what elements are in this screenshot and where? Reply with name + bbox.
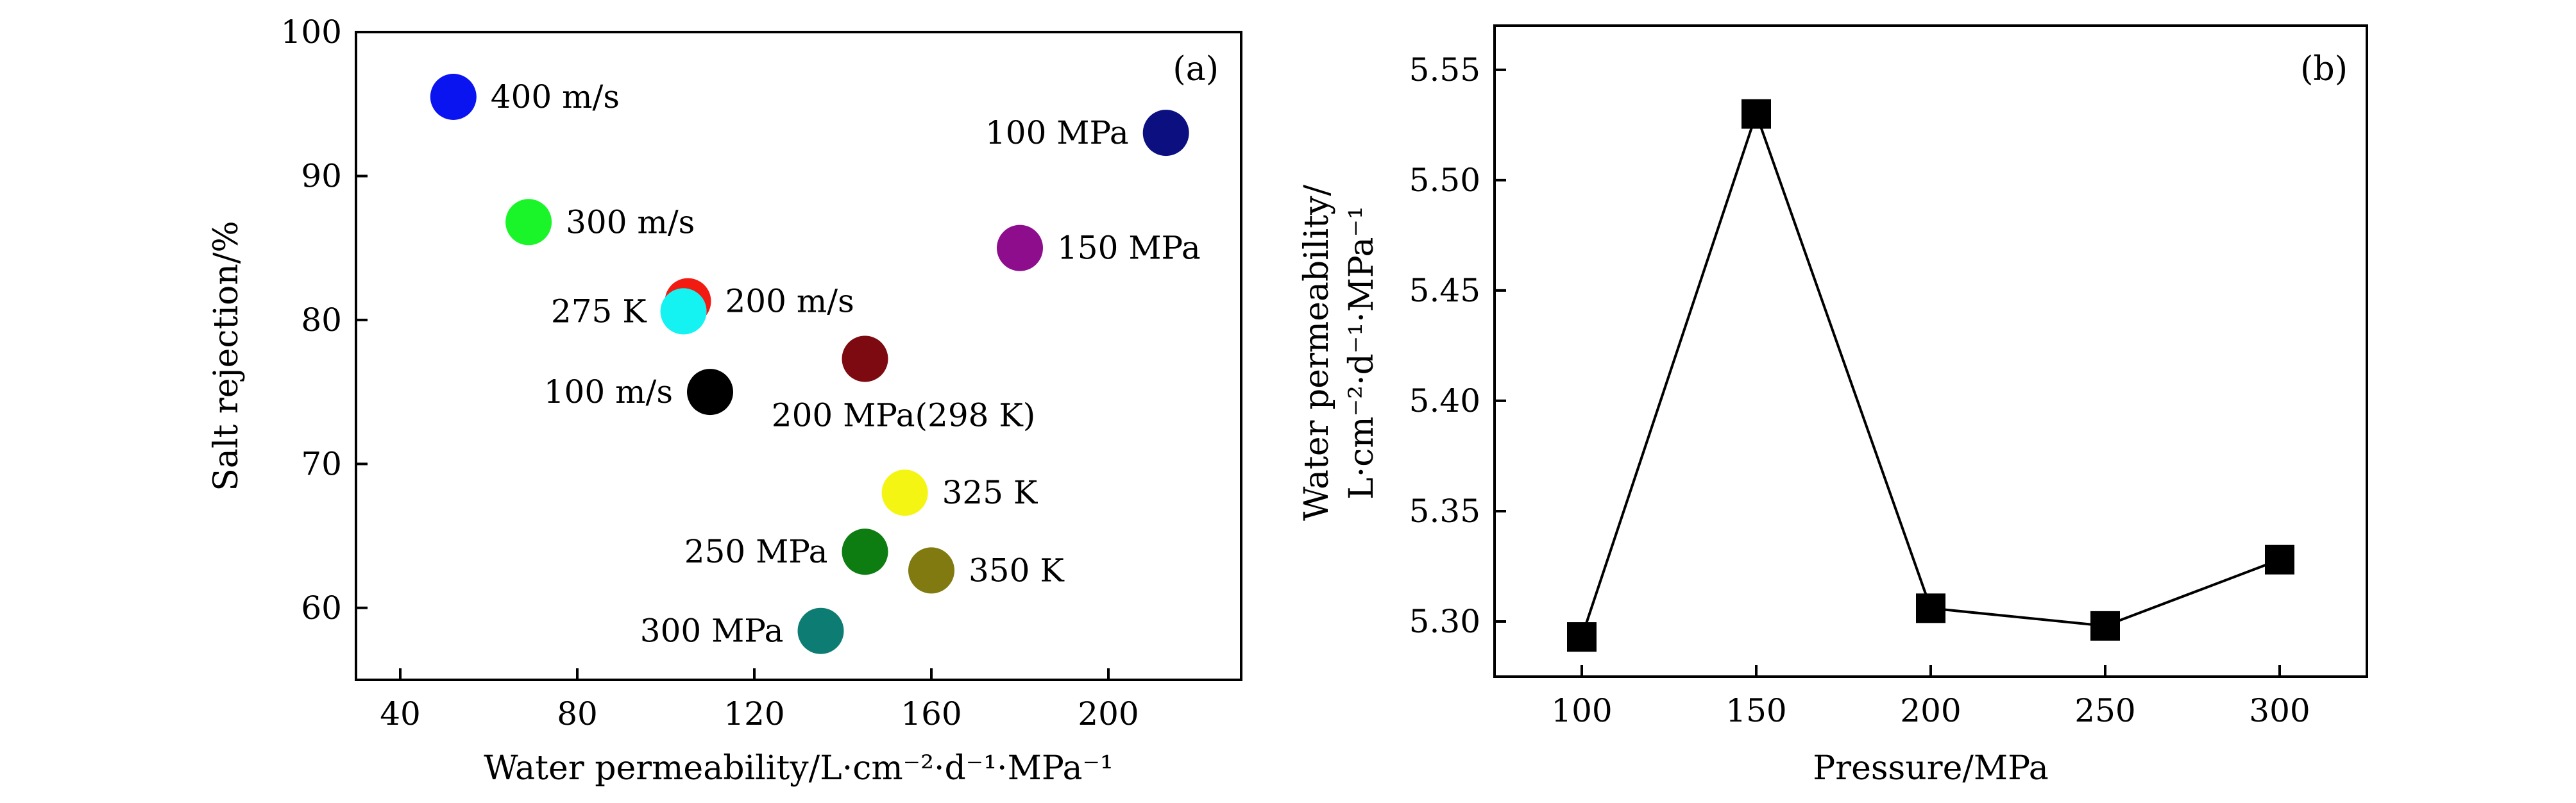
y-tick-label: 70 [301,445,342,482]
scatter-point [997,224,1043,271]
point-label: 200 MPa(298 K) [772,396,1035,434]
y-tick-label: 80 [301,301,342,339]
point-label: 350 K [969,552,1065,589]
y-axis-ticks-b: 5.30 5.35 5.40 5.45 5.50 5.55 [1409,51,1506,640]
x-tick-label: 200 [1900,692,1961,729]
x-tick-label: 80 [557,695,598,732]
scatter-point [908,547,954,594]
y-tick-label: 60 [301,589,342,627]
point-label: 300 MPa [640,613,784,650]
y-tick-label: 5.30 [1409,603,1480,640]
x-tick-label: 250 [2074,692,2135,729]
x-tick-label: 150 [1725,692,1786,729]
y-axis-title-b-line2: L·cm⁻²·d⁻¹·MPa⁻¹ [1343,206,1381,500]
y-tick-label: 5.40 [1409,382,1480,419]
permeability-markers [1567,99,2294,652]
scatter-point [505,199,552,246]
x-axis-title-b: Pressure/MPa [1813,749,2049,788]
line-panel-b: 100 150 200 250 300 5.30 5.35 5.40 5.45 5.50 5.55… [1298,24,2368,788]
panel-label-a: (a) [1173,50,1219,89]
scatter-point [687,369,733,416]
scatter-point [842,528,888,575]
y-tick-label: 5.50 [1409,162,1480,199]
plot-frame-a [355,31,1242,681]
permeability-line [1580,110,2280,638]
scatter-panel-a: 40 80 120 160 200 60 70 80 90 100 400 m/s 100 MPa… [207,13,1242,788]
point-label: 250 MPa [684,533,828,570]
scatter-point [881,469,928,516]
y-tick-label: 100 [281,13,342,51]
point-label: 275 K [551,292,647,330]
x-axis-ticks-b: 100 150 200 250 300 [1551,665,2310,729]
scatter-point [1142,110,1189,156]
x-tick-label: 300 [2249,692,2310,729]
y-tick-label: 5.55 [1409,51,1480,89]
scatter-point [842,335,888,382]
scatter-point [430,74,477,120]
y-tick-label: 90 [301,157,342,194]
y-tick-label: 5.45 [1409,272,1480,309]
point-label: 325 K [942,474,1038,511]
y-axis-title-b-line1: Water permeability/ [1298,185,1336,521]
data-marker-square [2265,545,2294,575]
data-marker-square [1567,622,1597,652]
x-tick-label: 200 [1078,695,1139,732]
x-tick-label: 100 [1551,692,1612,729]
x-axis-title-a: Water permeability/L·cm⁻²·d⁻¹·MPa⁻¹ [484,749,1114,788]
scatter-point [660,288,707,335]
data-marker-square [2090,611,2120,641]
panel-label-b: (b) [2300,50,2348,89]
point-label: 300 m/s [566,203,695,241]
point-label: 200 m/s [725,283,854,320]
y-axis-ticks-a: 60 70 80 90 100 [281,13,368,627]
y-tick-label: 5.35 [1409,493,1480,530]
data-marker-square [1741,99,1771,129]
x-tick-label: 120 [724,695,784,732]
data-marker-square [1916,593,1945,623]
scatter-point [797,607,844,654]
point-label: 400 m/s [491,78,620,115]
point-label: 150 MPa [1057,230,1201,267]
x-tick-label: 160 [901,695,962,732]
y-axis-title-a: Salt rejection/% [207,221,246,491]
point-label: 100 m/s [544,373,673,410]
scatter-points: 400 m/s 100 MPa 300 m/s 150 MPa 200 m/s 275 K… [430,74,1201,654]
x-tick-label: 40 [380,695,421,732]
plot-frame-b [1493,24,2368,678]
x-axis-ticks-a: 40 80 120 160 200 [380,668,1139,732]
point-label: 100 MPa [985,114,1129,151]
